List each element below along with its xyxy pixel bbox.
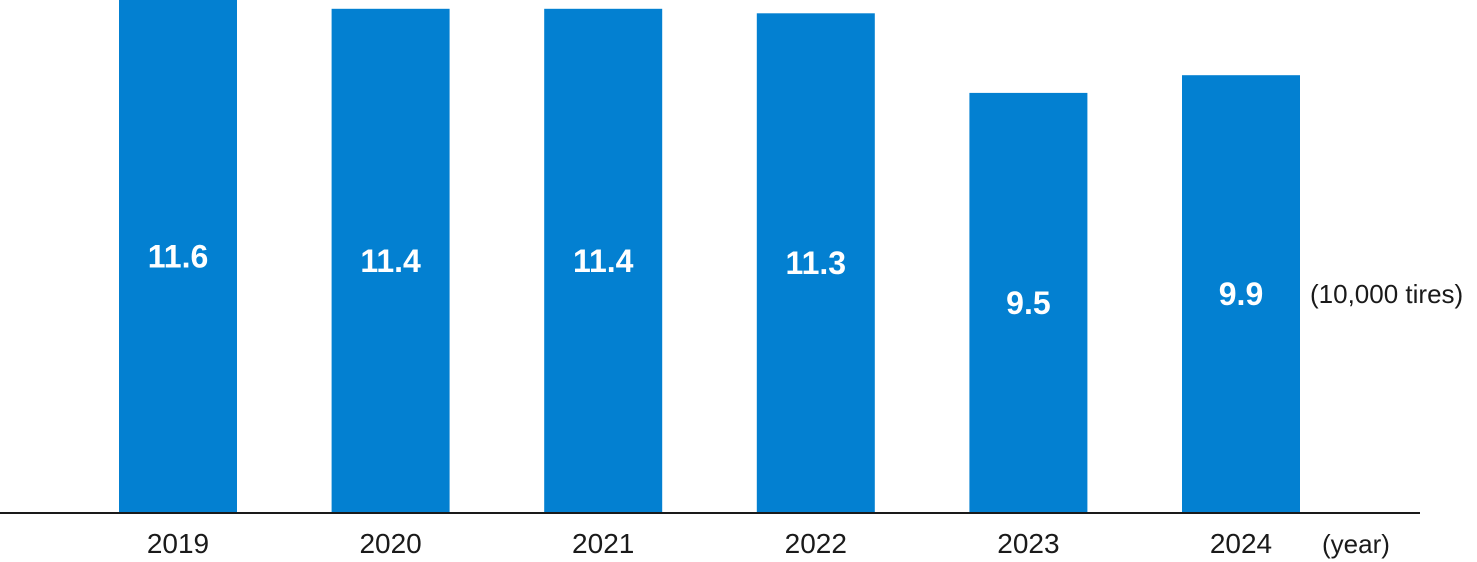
bar-2022 [756, 13, 875, 514]
x-unit-label: (year) [1322, 529, 1390, 559]
x-tick-label-2020: 2020 [359, 528, 421, 559]
x-tick-label-2022: 2022 [785, 528, 847, 559]
bar-2019 [119, 0, 237, 513]
bar-2023 [969, 92, 1088, 514]
bar-2021 [544, 8, 663, 514]
bar-value-label-2019: 11.6 [148, 239, 209, 275]
x-tick-label-2021: 2021 [572, 528, 634, 559]
x-tick-label-2019: 2019 [147, 528, 209, 559]
y-unit-label: (10,000 tires) [1310, 279, 1463, 309]
bars-group [119, 0, 1300, 514]
bar-value-label-2020: 11.4 [360, 243, 421, 279]
bar-value-label-2023: 9.5 [1006, 285, 1050, 321]
x-tick-labels-group: 2019 2020 2021 2022 2023 2024 [147, 528, 1272, 559]
bar-value-label-2021: 11.4 [573, 243, 634, 279]
bar-labels-group: 11.6 11.4 11.4 11.3 9.5 9.9 [148, 239, 1264, 321]
bar-2024 [1182, 75, 1300, 513]
bar-value-label-2024: 9.9 [1219, 276, 1263, 312]
bar-2020 [331, 8, 450, 514]
x-tick-label-2023: 2023 [997, 528, 1059, 559]
x-tick-label-2024: 2024 [1210, 528, 1272, 559]
bar-value-label-2022: 11.3 [786, 245, 847, 281]
